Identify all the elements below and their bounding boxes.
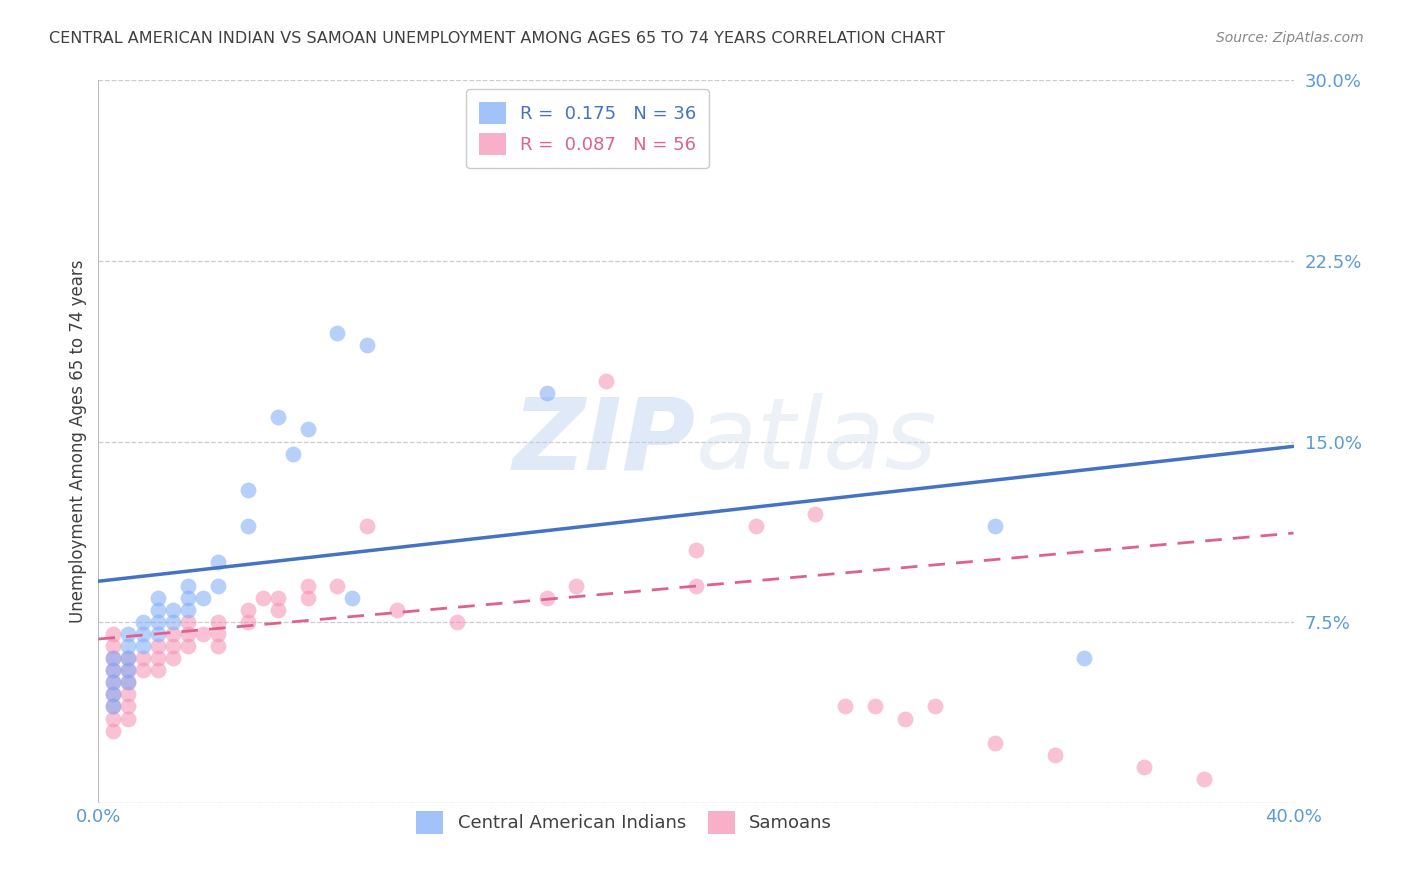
Point	[148, 627, 170, 641]
Y-axis label: Unemployment Among Ages 65 to 74 years: Unemployment Among Ages 65 to 74 years	[69, 260, 87, 624]
Point	[446, 615, 468, 630]
Point	[685, 542, 707, 557]
Point	[236, 483, 259, 497]
Point	[894, 712, 917, 726]
Point	[356, 518, 378, 533]
Point	[984, 518, 1007, 533]
Point	[1192, 772, 1215, 786]
Point	[162, 639, 184, 653]
Point	[117, 627, 139, 641]
Point	[117, 664, 139, 678]
Point	[356, 338, 378, 352]
Point	[177, 639, 200, 653]
Point	[267, 603, 290, 617]
Point	[148, 603, 170, 617]
Point	[148, 664, 170, 678]
Point	[103, 699, 125, 714]
Point	[685, 579, 707, 593]
Point	[342, 591, 364, 605]
Point	[177, 603, 200, 617]
Point	[103, 699, 125, 714]
Point	[117, 664, 139, 678]
Text: CENTRAL AMERICAN INDIAN VS SAMOAN UNEMPLOYMENT AMONG AGES 65 TO 74 YEARS CORRELA: CENTRAL AMERICAN INDIAN VS SAMOAN UNEMPL…	[49, 31, 945, 46]
Point	[1043, 747, 1066, 762]
Point	[804, 507, 827, 521]
Point	[117, 699, 139, 714]
Point	[177, 627, 200, 641]
Point	[148, 639, 170, 653]
Point	[536, 386, 558, 401]
Point	[207, 639, 229, 653]
Point	[595, 374, 617, 388]
Point	[984, 735, 1007, 749]
Point	[191, 591, 214, 605]
Point	[103, 664, 125, 678]
Point	[326, 579, 349, 593]
Point	[117, 687, 139, 701]
Point	[148, 615, 170, 630]
Point	[267, 410, 290, 425]
Point	[1133, 760, 1156, 774]
Point	[117, 651, 139, 665]
Point	[103, 675, 125, 690]
Point	[207, 579, 229, 593]
Point	[103, 664, 125, 678]
Point	[103, 723, 125, 738]
Point	[162, 615, 184, 630]
Point	[132, 615, 155, 630]
Point	[162, 651, 184, 665]
Point	[297, 422, 319, 436]
Point	[132, 627, 155, 641]
Point	[103, 639, 125, 653]
Point	[132, 664, 155, 678]
Point	[565, 579, 588, 593]
Point	[1073, 651, 1095, 665]
Point	[117, 675, 139, 690]
Point	[281, 446, 304, 460]
Point	[103, 651, 125, 665]
Point	[103, 712, 125, 726]
Point	[117, 651, 139, 665]
Point	[326, 326, 349, 340]
Point	[148, 651, 170, 665]
Point	[924, 699, 946, 714]
Point	[236, 615, 259, 630]
Point	[207, 555, 229, 569]
Point	[103, 675, 125, 690]
Point	[252, 591, 274, 605]
Point	[207, 627, 229, 641]
Point	[117, 639, 139, 653]
Text: ZIP: ZIP	[513, 393, 696, 490]
Point	[103, 651, 125, 665]
Legend: Central American Indians, Samoans: Central American Indians, Samoans	[405, 801, 844, 845]
Point	[103, 627, 125, 641]
Point	[132, 639, 155, 653]
Point	[117, 675, 139, 690]
Point	[236, 518, 259, 533]
Point	[297, 579, 319, 593]
Text: Source: ZipAtlas.com: Source: ZipAtlas.com	[1216, 31, 1364, 45]
Point	[177, 579, 200, 593]
Point	[834, 699, 856, 714]
Point	[236, 603, 259, 617]
Point	[385, 603, 409, 617]
Point	[103, 687, 125, 701]
Point	[162, 627, 184, 641]
Point	[745, 518, 768, 533]
Point	[177, 615, 200, 630]
Point	[207, 615, 229, 630]
Point	[865, 699, 887, 714]
Point	[132, 651, 155, 665]
Point	[117, 712, 139, 726]
Point	[297, 591, 319, 605]
Text: atlas: atlas	[696, 393, 938, 490]
Point	[191, 627, 214, 641]
Point	[148, 591, 170, 605]
Point	[536, 591, 558, 605]
Point	[162, 603, 184, 617]
Point	[103, 687, 125, 701]
Point	[267, 591, 290, 605]
Point	[177, 591, 200, 605]
